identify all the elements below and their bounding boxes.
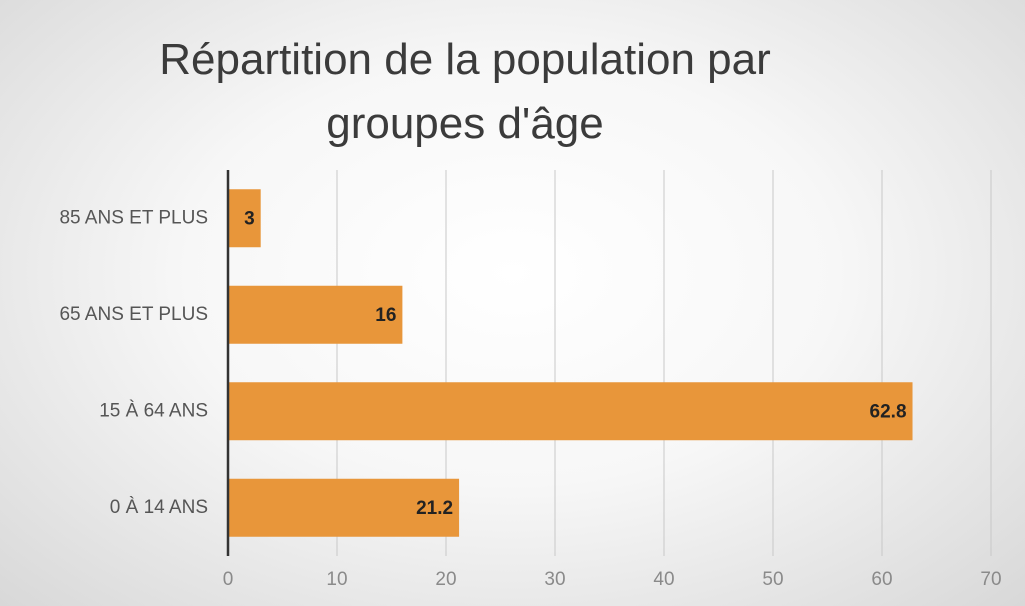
chart-title: Répartition de la population par groupes… [159,35,771,148]
bar [228,478,460,537]
y-tick-label: 0 À 14 ANS [110,497,208,518]
bar [228,189,261,248]
bar [228,382,913,441]
x-tick-label: 60 [871,569,892,590]
x-tick-label: 40 [653,569,674,590]
y-tick-label: 85 ANS ET PLUS [59,207,208,228]
x-tick-label: 20 [435,569,456,590]
x-tick-label: 0 [223,569,234,590]
x-tick-label: 50 [762,569,783,590]
x-tick-label: 70 [980,569,1001,590]
data-label: 16 [375,305,396,326]
data-label: 3 [244,208,255,229]
x-tick-label: 30 [544,569,565,590]
y-tick-label: 65 ANS ET PLUS [59,304,208,325]
data-label: 21.2 [416,498,453,519]
bar [228,285,403,344]
x-tick-label: 10 [326,569,347,590]
y-tick-label: 15 À 64 ANS [99,400,208,421]
data-label: 62.8 [870,401,907,422]
